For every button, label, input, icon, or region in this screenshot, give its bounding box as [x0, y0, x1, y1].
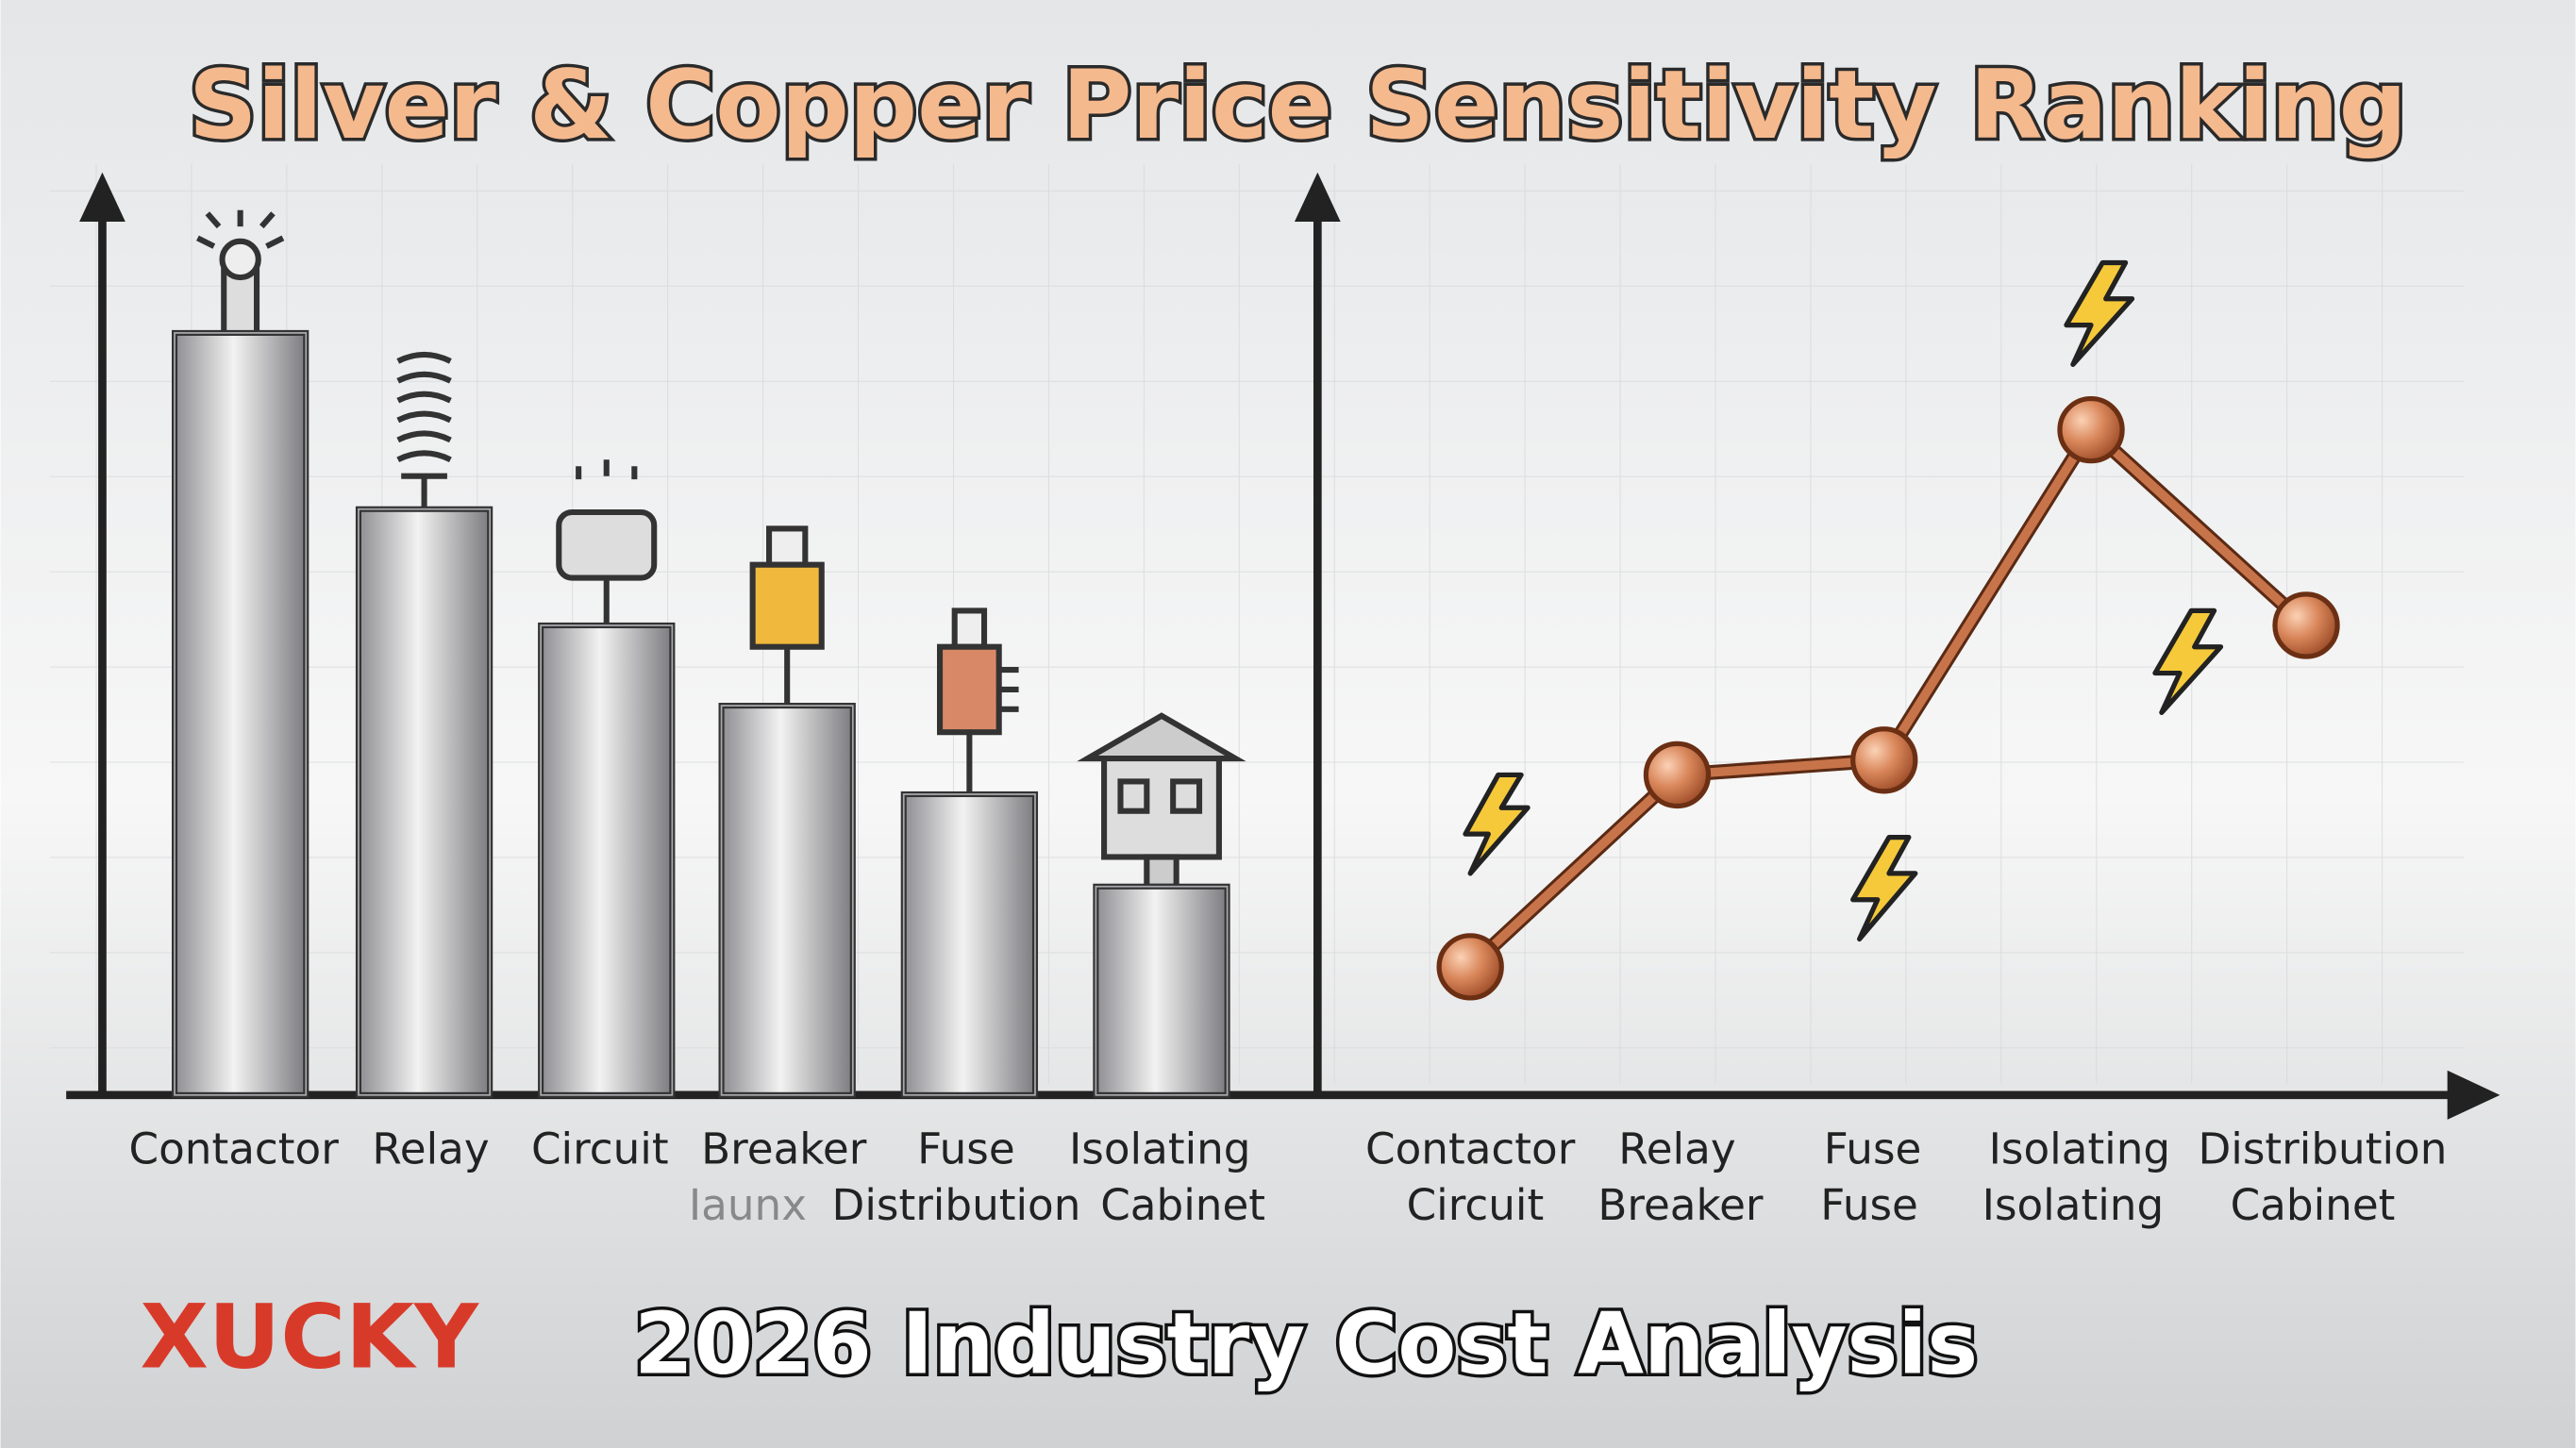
x-tick-label: Breaker [1597, 1180, 1764, 1230]
point [1850, 726, 1918, 794]
bar-edge [174, 332, 308, 1096]
bar-edge [902, 793, 1036, 1096]
point [1643, 741, 1712, 809]
x-tick-label: Fuse [917, 1124, 1015, 1174]
x-tick-label: Relay [1618, 1124, 1735, 1174]
x-tick-label: Isolating [1069, 1124, 1251, 1174]
x-tick-label: Iaunx [689, 1180, 807, 1230]
bar [1093, 883, 1230, 1098]
footer-title: 2026 Industry Cost Analysis [634, 1294, 1978, 1393]
bar-edge [720, 705, 854, 1096]
x-tick-label: Distribution [2198, 1124, 2447, 1174]
title: Silver & Copper Price Sensitivity Rankin… [189, 49, 2407, 160]
lightning-icons [1463, 259, 2224, 942]
point [2272, 591, 2340, 659]
bar [171, 329, 309, 1098]
x-tick-label: Fuse [1824, 1124, 1922, 1174]
x-tick-label: Isolating [1989, 1124, 2171, 1174]
bar-edge [1095, 885, 1229, 1096]
x-tick-label: Contactor [1365, 1124, 1576, 1174]
x-tick-label: Circuit [531, 1124, 669, 1174]
point [1436, 933, 1504, 1001]
x-tick-label: Isolating [1982, 1180, 2165, 1230]
bar-edge [358, 508, 492, 1096]
x-tick-label: Breaker [701, 1124, 867, 1174]
x-tick-label: Circuit [1407, 1180, 1545, 1230]
bar [355, 506, 493, 1098]
x-tick-label: Contactor [129, 1124, 340, 1174]
bar [538, 622, 676, 1098]
x-tick-label: Fuse [1820, 1180, 1918, 1230]
bar [900, 791, 1039, 1098]
x-tick-label: Cabinet [1100, 1180, 1265, 1230]
bar-edge [540, 624, 674, 1096]
logo: XUCKY [140, 1286, 479, 1389]
x-tick-label: Relay [372, 1124, 489, 1174]
x-tick-label: Distribution [831, 1180, 1080, 1230]
icons [196, 209, 1246, 890]
bar [718, 703, 856, 1098]
point [2057, 395, 2125, 464]
x-tick-label: Cabinet [2231, 1180, 2396, 1230]
